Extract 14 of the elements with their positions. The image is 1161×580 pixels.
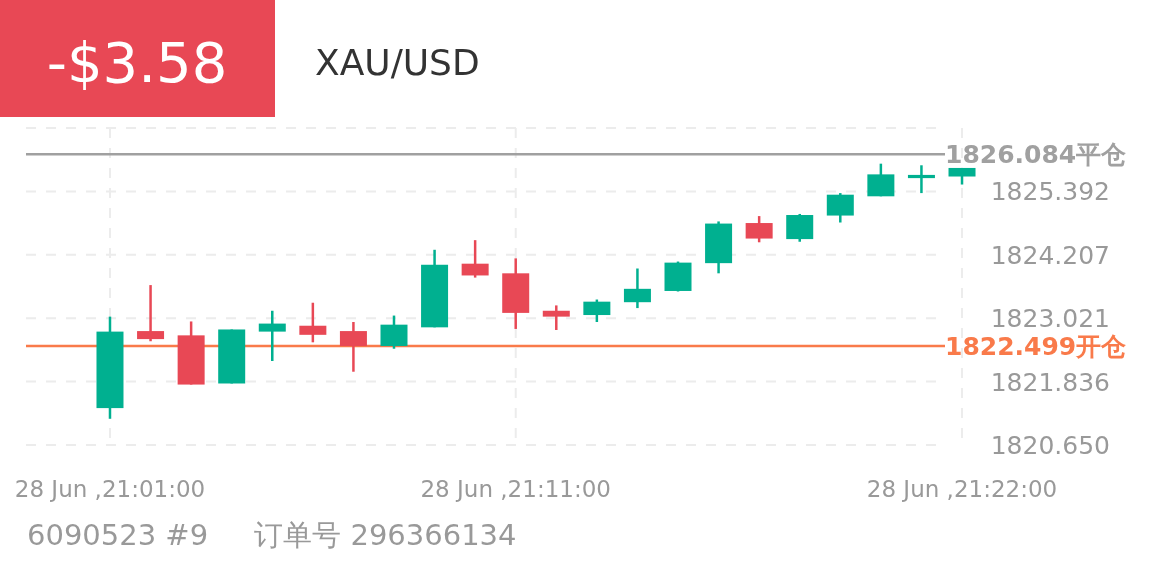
chart-title: -$3.58: [46, 30, 228, 95]
y-tick-label: 1824.207: [990, 240, 1110, 270]
y-tick-label: 1825.392: [990, 177, 1110, 207]
y-tick-label: 1821.836: [990, 367, 1110, 397]
text: 6090523 #9 订单号 296366134: [27, 518, 517, 552]
y-tick-label: 1820.650: [990, 431, 1110, 460]
chart-subtitle: XAU/USD: [315, 42, 480, 83]
ref-line-label: 1826.084平仓: [945, 140, 1127, 170]
y-tick-label: 1823.021: [990, 304, 1110, 334]
x-tick-label: 28 Jun ,21:01:00: [14, 476, 206, 502]
ref-line-label: 1822.499开仓: [945, 332, 1127, 362]
x-tick-label: 28 Jun ,21:11:00: [420, 476, 611, 502]
title-box: -$3.58: [0, 0, 275, 117]
x-tick-label: 28 Jun ,21:22:00: [866, 476, 1058, 502]
